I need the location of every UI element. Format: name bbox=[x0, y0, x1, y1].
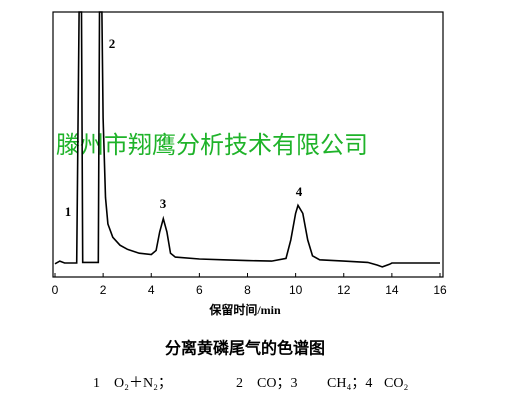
peak-label: 4 bbox=[296, 184, 303, 199]
x-tick-label: 14 bbox=[385, 283, 399, 297]
x-tick-label: 6 bbox=[196, 283, 203, 297]
chromatogram-line bbox=[54, 11, 440, 268]
legend-note: CH₄；4 bbox=[327, 376, 372, 391]
x-tick-label: 8 bbox=[244, 283, 251, 297]
x-tick-label: 0 bbox=[52, 283, 59, 297]
x-tick-label: 10 bbox=[289, 283, 303, 297]
x-tick-label: 2 bbox=[100, 283, 107, 297]
x-axis-label: 保留时间/min bbox=[208, 302, 281, 317]
legend-note: 2 CO；3 bbox=[236, 376, 297, 391]
peak-label: 1 bbox=[65, 204, 72, 219]
peak-label: 3 bbox=[160, 196, 167, 211]
x-tick-label: 4 bbox=[148, 283, 155, 297]
legend-note: 1 O₂＋N₂； bbox=[93, 376, 172, 391]
legend-note: CO₂ bbox=[384, 376, 408, 391]
peak-label: 2 bbox=[109, 36, 116, 51]
caption: 分离黄磷尾气的色谱图 bbox=[165, 339, 325, 358]
x-tick-label: 16 bbox=[433, 283, 447, 297]
watermark: 滕州市翔鹰分析技术有限公司 bbox=[56, 131, 368, 159]
x-tick-label: 12 bbox=[337, 283, 351, 297]
